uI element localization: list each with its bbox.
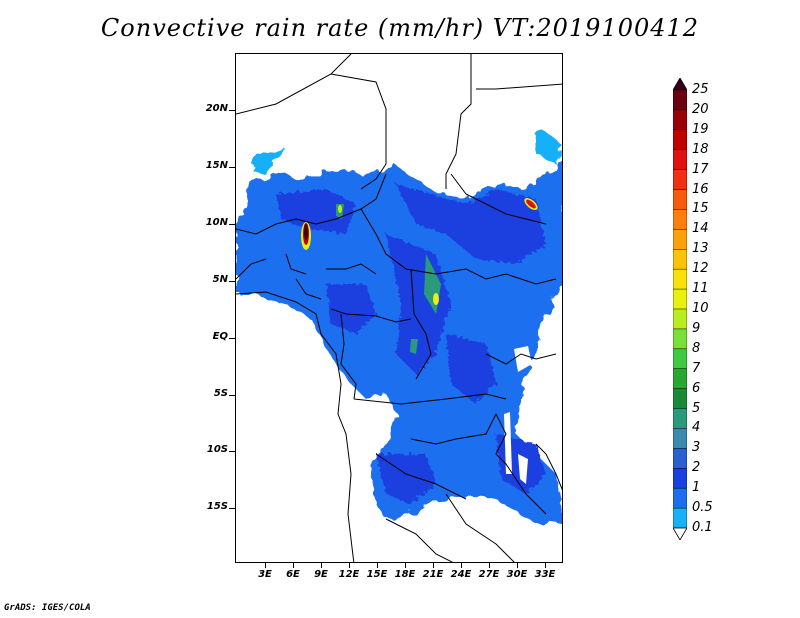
lat-tick: [229, 110, 235, 111]
legend-value-label: 14: [692, 221, 709, 237]
map-title: Convective rain rate (mm/hr) VT:20191004…: [100, 14, 700, 42]
legend-swatch: [673, 368, 687, 390]
lakes: [236, 314, 532, 562]
lon-label: 24E: [450, 569, 472, 580]
lat-tick: [229, 451, 235, 452]
lat-tick: [229, 224, 235, 225]
legend-swatch: [673, 308, 687, 330]
legend-swatch: [673, 388, 687, 410]
lon-label: 30E: [506, 569, 528, 580]
lat-label: 10S: [206, 444, 228, 455]
lon-tick: [349, 563, 350, 568]
legend-value-label: 0.1: [692, 520, 713, 535]
legend-arrow-top: [673, 78, 687, 91]
legend-value-label: 7: [692, 360, 701, 376]
legend-swatch: [673, 408, 687, 430]
legend-value-label: 0.5: [692, 500, 713, 516]
lat-label: 20N: [205, 103, 228, 114]
legend-value-label: 11: [692, 281, 709, 297]
lon-tick: [461, 563, 462, 568]
lat-tick: [229, 508, 235, 509]
legend-value-label: 18: [692, 141, 709, 157]
legend-value-label: 17: [692, 161, 709, 177]
legend-arrow-bottom: [673, 527, 687, 540]
lon-label: 33E: [534, 569, 556, 580]
lon-tick: [405, 563, 406, 568]
legend-swatch: [673, 129, 687, 151]
legend-value-label: 15: [692, 201, 709, 217]
color-legend-bar: [673, 78, 687, 540]
legend-swatch: [673, 428, 687, 450]
country-borders: [236, 54, 562, 562]
legend-value-label: 19: [692, 121, 709, 137]
lon-label: 6E: [286, 569, 300, 580]
lon-tick: [433, 563, 434, 568]
lon-tick: [517, 563, 518, 568]
lat-tick: [229, 395, 235, 396]
map-canvas: [236, 54, 562, 562]
coastline: [236, 291, 355, 562]
legend-value-label: 25: [692, 82, 709, 97]
lat-label: 15N: [205, 160, 228, 171]
legend-value-label: 3: [692, 440, 701, 456]
legend-swatch: [673, 229, 687, 250]
legend-value-label: 13: [692, 241, 709, 257]
lon-label: 27E: [478, 569, 500, 580]
legend-value-label: 2: [692, 460, 701, 476]
lon-label: 18E: [394, 569, 416, 580]
legend-value-label: 8: [692, 340, 701, 356]
legend-swatch: [673, 249, 687, 270]
legend-swatch: [673, 189, 687, 211]
lat-label: 15S: [206, 501, 228, 512]
legend-swatch: [673, 487, 687, 509]
lon-tick: [265, 563, 266, 568]
legend-value-label: 20: [692, 101, 709, 117]
lon-tick: [321, 563, 322, 568]
lat-tick: [229, 338, 235, 339]
legend-swatch: [673, 149, 687, 171]
legend-value-label: 6: [692, 380, 701, 396]
legend-swatch: [673, 89, 687, 111]
lon-tick: [377, 563, 378, 568]
legend-swatch: [673, 268, 687, 290]
legend-value-label: 9: [692, 320, 701, 336]
footer-credit: GrADS: IGES/COLA: [4, 603, 91, 613]
lon-label: 15E: [366, 569, 388, 580]
legend-value-label: 10: [692, 301, 709, 316]
rain-cells-intense: [301, 198, 538, 305]
legend-value-label: 1: [692, 480, 701, 496]
legend-swatch: [673, 468, 687, 489]
legend-swatch: [673, 169, 687, 191]
legend-value-label: 5: [692, 400, 701, 416]
lon-label: 12E: [338, 569, 360, 580]
lon-label: 21E: [422, 569, 444, 580]
legend-value-label: 4: [692, 420, 701, 436]
legend-swatch: [673, 328, 687, 350]
lon-label: 9E: [314, 569, 328, 580]
legend-swatch: [673, 348, 687, 370]
legend-swatch: [673, 209, 687, 231]
legend-value-label: 16: [692, 181, 709, 197]
rain-rate-map: [235, 53, 563, 563]
lat-label: 5S: [213, 388, 228, 399]
legend-swatch: [673, 507, 687, 529]
lat-label: 5N: [212, 274, 228, 285]
lon-label: 3E: [258, 569, 272, 580]
legend-swatch: [673, 109, 687, 131]
lat-label: 10N: [205, 217, 228, 228]
lat-tick: [229, 281, 235, 282]
lon-tick: [293, 563, 294, 568]
lat-tick: [229, 167, 235, 168]
lon-tick: [545, 563, 546, 568]
legend-swatch: [673, 288, 687, 310]
lat-label: EQ: [212, 331, 228, 342]
legend-value-label: 12: [692, 261, 709, 277]
legend-swatch: [673, 448, 687, 469]
lon-tick: [489, 563, 490, 568]
